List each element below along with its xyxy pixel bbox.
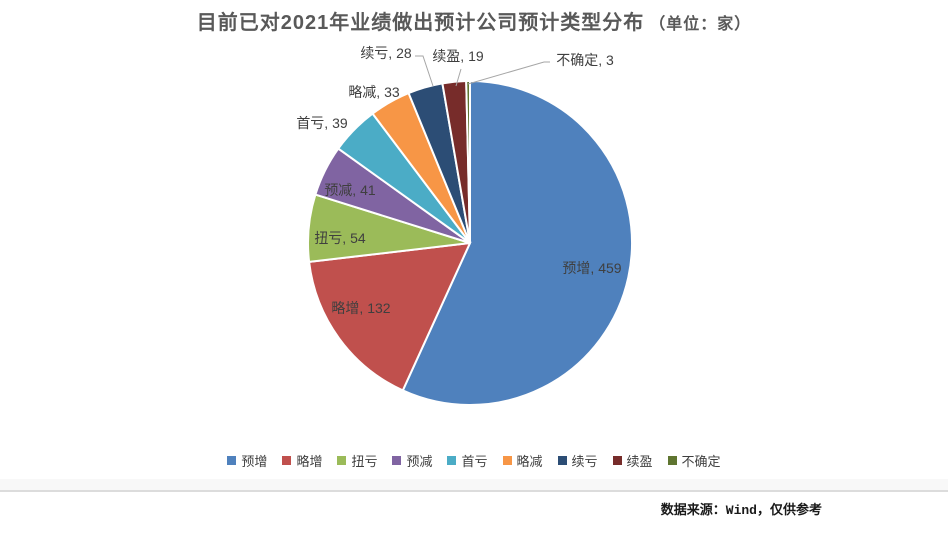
legend-label: 扭亏 <box>351 454 378 469</box>
legend-label: 预减 <box>406 454 433 469</box>
legend-label: 预增 <box>241 454 268 469</box>
legend-swatch-icon <box>392 456 402 465</box>
slice-label-4: 首亏, 39 <box>296 115 348 131</box>
pie-slice-0 <box>401 79 633 406</box>
legend-item-7: 续盈 <box>612 451 653 470</box>
source-note: 数据来源：Wind，仅供参考 <box>660 503 822 518</box>
legend-swatch-icon <box>502 456 512 465</box>
legend-swatch-icon <box>227 456 237 465</box>
chart-legend: 预增 略增 扭亏 预减 首亏 略减 续亏 续盈 不确定 <box>0 451 948 470</box>
slice-label-1: 略增, 132 <box>331 300 390 316</box>
leader-line-8 <box>467 61 550 85</box>
legend-label: 首亏 <box>461 454 488 469</box>
chart-title-text: 目前已对2021年业绩做出预计公司预计类型分布 <box>196 12 645 34</box>
chart-title-unit: （单位：家） <box>649 16 752 33</box>
slice-label-5: 略减, 33 <box>348 84 400 100</box>
footer-divider <box>0 490 948 492</box>
chart-title: 目前已对2021年业绩做出预计公司预计类型分布 （单位：家） <box>0 6 948 35</box>
legend-label: 不确定 <box>681 454 721 469</box>
legend-swatch-icon <box>447 456 457 465</box>
legend-swatch-icon <box>282 456 292 465</box>
legend-item-6: 续亏 <box>557 451 598 470</box>
footer-strip <box>0 479 948 490</box>
legend-item-0: 预增 <box>227 451 267 470</box>
legend-swatch-icon <box>557 456 567 465</box>
legend-item-4: 首亏 <box>447 451 488 470</box>
pie-slice-1 <box>307 241 472 392</box>
legend-swatch-icon <box>337 456 347 465</box>
slice-label-7: 续盈, 19 <box>432 48 484 64</box>
slice-label-3: 预减, 41 <box>324 182 376 198</box>
legend-label: 略减 <box>516 454 543 469</box>
slice-label-8: 不确定, 3 <box>556 52 614 68</box>
legend-item-2: 扭亏 <box>337 451 377 470</box>
legend-item-5: 略减 <box>502 451 543 470</box>
leader-line-7 <box>455 68 462 87</box>
slice-label-2: 扭亏, 54 <box>314 230 366 246</box>
legend-swatch-icon <box>667 456 677 465</box>
legend-label: 续盈 <box>626 454 653 469</box>
pie-slice-8 <box>465 79 471 244</box>
legend-item-1: 略增 <box>282 451 322 470</box>
slice-label-6: 续亏, 28 <box>360 45 412 61</box>
legend-item-8: 不确定 <box>667 451 721 470</box>
legend-item-3: 预减 <box>392 451 432 470</box>
legend-label: 略增 <box>296 454 323 469</box>
leader-line-6 <box>415 55 434 87</box>
slice-label-0: 预增, 459 <box>562 260 621 276</box>
legend-swatch-icon <box>612 456 622 465</box>
legend-label: 续亏 <box>571 454 598 469</box>
